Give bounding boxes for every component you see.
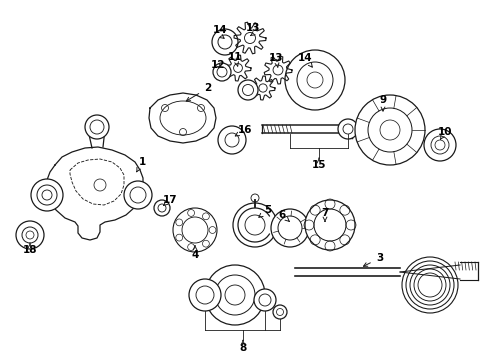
Polygon shape <box>251 76 275 100</box>
Text: 11: 11 <box>228 52 242 62</box>
Text: 2: 2 <box>204 83 212 93</box>
Circle shape <box>355 95 425 165</box>
Circle shape <box>205 265 265 325</box>
Text: 13: 13 <box>246 23 260 33</box>
Text: 14: 14 <box>213 25 227 35</box>
Circle shape <box>85 115 109 139</box>
Circle shape <box>271 209 309 247</box>
Text: 17: 17 <box>163 195 177 205</box>
Circle shape <box>238 80 258 100</box>
Text: 16: 16 <box>238 125 252 135</box>
Circle shape <box>338 119 358 139</box>
Text: 7: 7 <box>321 208 329 218</box>
Polygon shape <box>149 93 216 143</box>
Text: 13: 13 <box>269 53 283 63</box>
Circle shape <box>124 181 152 209</box>
Text: 10: 10 <box>438 127 452 137</box>
Text: 15: 15 <box>312 160 326 170</box>
Circle shape <box>31 179 63 211</box>
Polygon shape <box>234 22 266 54</box>
Polygon shape <box>264 56 292 84</box>
Text: 6: 6 <box>278 210 286 220</box>
Circle shape <box>305 200 355 250</box>
Circle shape <box>424 129 456 161</box>
Circle shape <box>254 289 276 311</box>
Circle shape <box>154 200 170 216</box>
Text: 3: 3 <box>376 253 384 263</box>
Circle shape <box>233 203 277 247</box>
Text: 1: 1 <box>138 157 146 167</box>
Circle shape <box>402 257 458 313</box>
Text: 5: 5 <box>265 205 271 215</box>
Circle shape <box>189 279 221 311</box>
Text: 14: 14 <box>298 53 312 63</box>
Circle shape <box>273 305 287 319</box>
Text: 9: 9 <box>379 95 387 105</box>
Polygon shape <box>225 55 251 81</box>
Circle shape <box>212 29 238 55</box>
Circle shape <box>16 221 44 249</box>
Text: 12: 12 <box>211 60 225 70</box>
Text: 8: 8 <box>240 343 246 353</box>
Circle shape <box>285 50 345 110</box>
Text: 18: 18 <box>23 245 37 255</box>
Text: 4: 4 <box>191 250 198 260</box>
Polygon shape <box>47 147 143 240</box>
Circle shape <box>218 126 246 154</box>
Circle shape <box>213 63 231 81</box>
